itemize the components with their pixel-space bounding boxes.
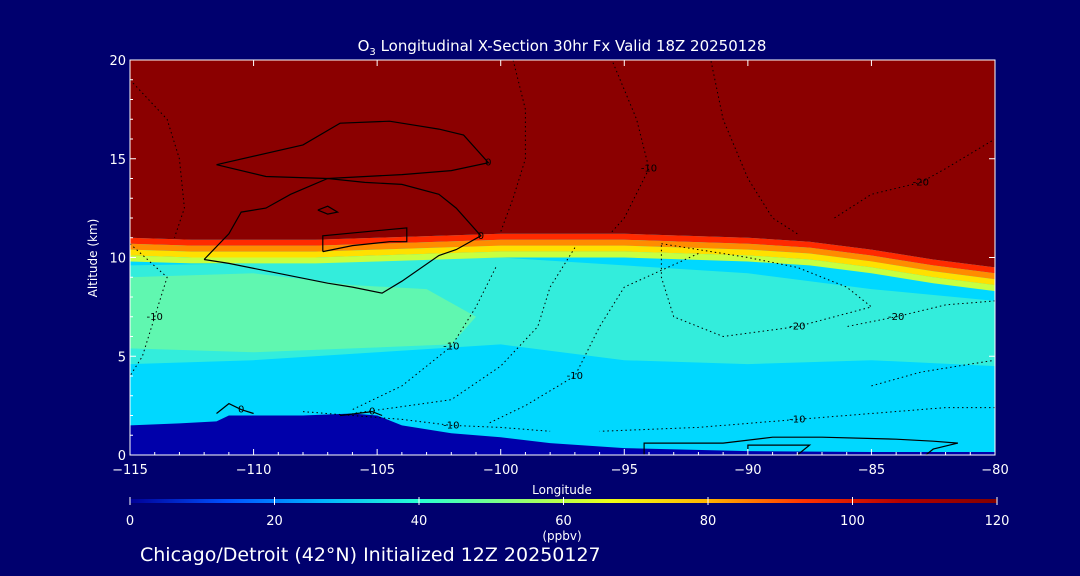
contour-label: -20: [913, 177, 929, 188]
colorbar-tick-label: 20: [266, 514, 283, 529]
colorbar-tick-label: 80: [700, 514, 717, 529]
contour-line: [203, 177, 482, 294]
footer-text: Chicago/Detroit (42°N) Initialized 12Z 2…: [140, 544, 601, 566]
contour-solid-1: 0: [203, 177, 484, 294]
x-tick-label: −80: [981, 463, 1008, 478]
contour-dotted-12: -10: [302, 411, 551, 432]
contour-line: [340, 410, 383, 417]
contour-dotted-13: [871, 359, 995, 387]
x-tick-label: −95: [611, 463, 638, 478]
x-tick-label: −100: [483, 463, 519, 478]
contour-dotted-10: -20: [846, 300, 995, 328]
contour-line: [599, 407, 995, 432]
contour-line: [643, 436, 959, 455]
contour-dotted-3: -10: [352, 267, 497, 411]
contour-label: -10: [789, 414, 805, 425]
contour-solid-3: [322, 227, 408, 253]
contour-dotted-0: -10: [130, 243, 168, 377]
contour-line: [216, 120, 490, 180]
colorbar-tick-label: 120: [985, 514, 1010, 529]
chart-title: O3 Longitudinal X-Section 30hr Fx Valid …: [358, 37, 767, 58]
contour-dotted-8: -20: [834, 138, 995, 219]
contour-label: -10: [443, 420, 459, 431]
contour-line: [488, 253, 699, 424]
contour-label: 0: [478, 231, 484, 242]
contour-line: [216, 402, 254, 415]
contour-line: [352, 267, 497, 411]
contour-line: [302, 411, 551, 432]
y-axis: 0 5 10 15 20: [109, 54, 995, 464]
colorbar-tick-label: 100: [840, 514, 865, 529]
colorbar-tick-label: 0: [126, 514, 134, 529]
y-axis-label: Altitude (km): [86, 219, 100, 298]
x-tick-label: −115: [112, 463, 148, 478]
contour-dotted-7: -20: [660, 243, 873, 338]
terrain-fill: [130, 413, 995, 455]
contour-line: [747, 444, 812, 455]
colorbar-label: (ppbv): [542, 529, 581, 543]
x-axis-label: Longitude: [532, 483, 592, 497]
contour-dotted-6: -10: [488, 253, 699, 424]
contour-label: -10: [147, 312, 163, 323]
colorbar-ticks: 0 20 40 60 80 100 120: [126, 497, 1010, 529]
contour-dotted-11: -10: [599, 407, 995, 432]
plot-area: -10 -10 -10 -10 -20 -20 -20 -10 -10 0 0 0 0: [130, 60, 995, 455]
contour-label: -10: [567, 371, 583, 382]
y-tick-label: 10: [109, 252, 126, 267]
y-tick-label: 5: [118, 350, 126, 365]
contour-label: -10: [641, 164, 657, 175]
contour-line: [834, 138, 995, 219]
contour-line: [500, 60, 526, 232]
contour-solid-2: [317, 205, 340, 215]
tropopause-band-1: [130, 239, 995, 280]
y-tick-label: 15: [109, 153, 126, 168]
contour-label: 0: [369, 407, 375, 418]
y-tick-label: 0: [118, 449, 126, 464]
contour-line: [130, 79, 185, 238]
tropopause-band-3: [130, 251, 995, 292]
western-high-ozone-fill: [130, 273, 476, 353]
x-tick-label: −105: [359, 463, 395, 478]
contour-line: [322, 227, 408, 253]
contour-line: [660, 243, 873, 338]
tropopause-band-0: [130, 233, 995, 274]
contour-line: [871, 359, 995, 387]
contour-label: 0: [238, 405, 244, 416]
tropopause-band-2: [130, 245, 995, 286]
contour-label: -10: [443, 341, 459, 352]
contour-label: -20: [888, 312, 904, 323]
contour-line: [317, 205, 340, 215]
contour-label: -20: [789, 322, 805, 333]
contour-solid-4: 0: [216, 402, 254, 416]
contour-solid-5: 0: [340, 407, 383, 418]
contour-label: 0: [485, 158, 491, 169]
x-tick-label: −110: [236, 463, 272, 478]
contour-dotted-1: [130, 79, 185, 238]
contour-line: [130, 243, 168, 377]
x-tick-label: −90: [734, 463, 761, 478]
contour-solid-7: [747, 444, 812, 455]
y-tick-label: 20: [109, 54, 126, 69]
colorbar-tick-label: 60: [555, 514, 572, 529]
contour-solid-0: 0: [216, 120, 492, 180]
contour-dotted-4: -10: [611, 60, 657, 233]
colorbar-tick-label: 40: [411, 514, 428, 529]
contour-dotted-2: [500, 60, 526, 232]
contour-solid-6: [643, 436, 959, 455]
x-axis: −115 −110 −105 −100 −95 −90 −85 −80: [112, 60, 1009, 478]
x-tick-label: −85: [858, 463, 885, 478]
